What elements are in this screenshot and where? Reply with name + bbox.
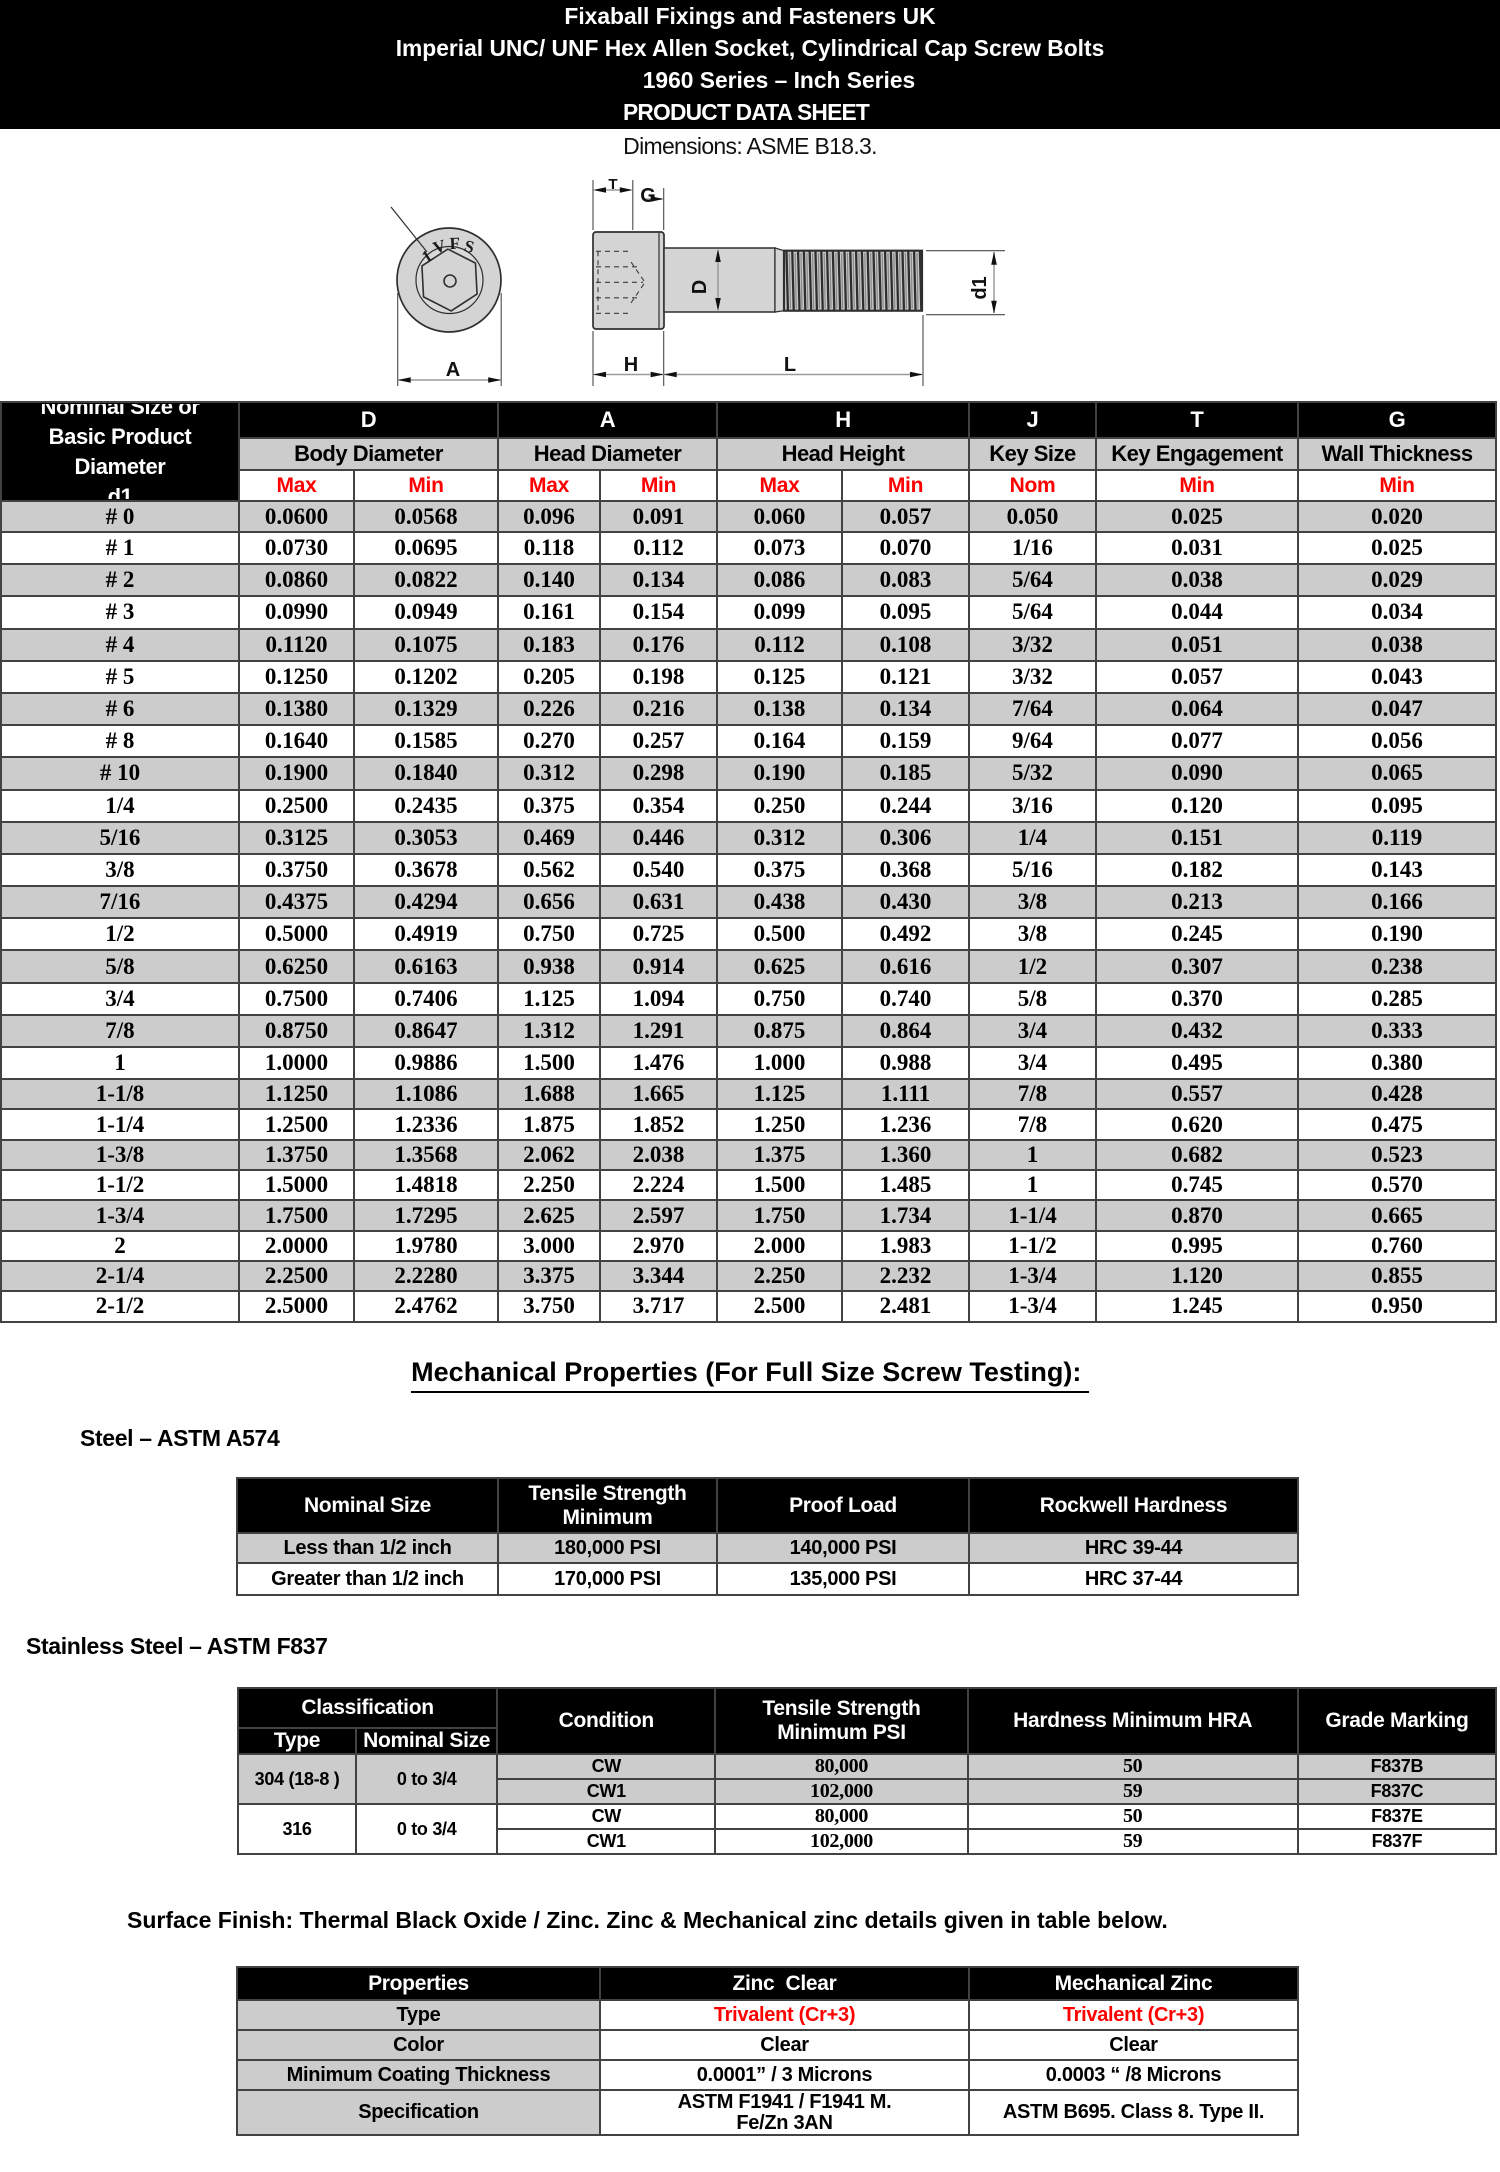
svg-text:G: G bbox=[640, 185, 656, 207]
svg-text:L: L bbox=[784, 354, 796, 376]
svg-text:A: A bbox=[446, 359, 460, 381]
svg-text:D: D bbox=[689, 280, 711, 294]
svg-text:T: T bbox=[608, 176, 617, 193]
svg-text:d1: d1 bbox=[969, 276, 991, 299]
svg-text:H: H bbox=[624, 354, 638, 376]
svg-text:F: F bbox=[449, 234, 460, 253]
svg-text:S: S bbox=[462, 236, 476, 257]
